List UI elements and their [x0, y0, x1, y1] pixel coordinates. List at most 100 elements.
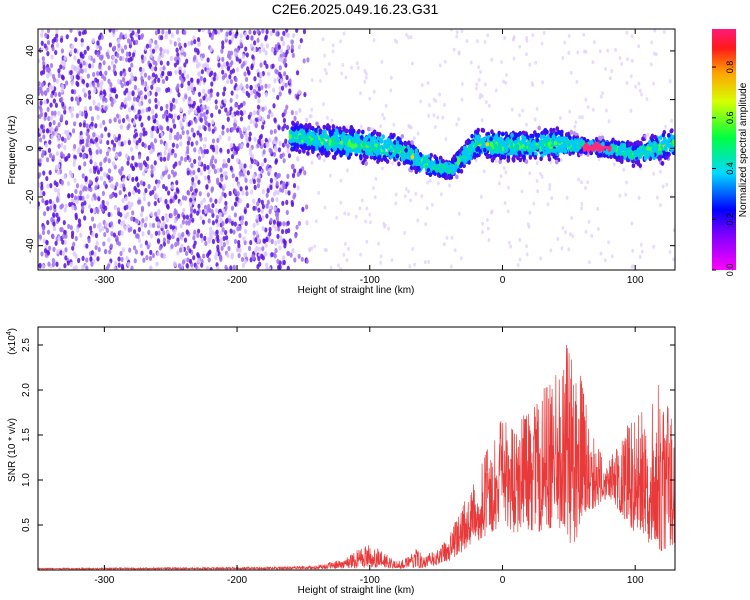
spectrogram-cell	[101, 190, 105, 196]
spectrogram-cell	[205, 109, 209, 115]
spectrogram-cell	[130, 216, 134, 222]
spectrogram-cell	[149, 52, 153, 59]
spectrogram-cell	[40, 90, 44, 96]
spectrogram-cell	[584, 185, 587, 190]
spectrogram-cell	[547, 156, 552, 162]
spectrogram-cell	[387, 226, 390, 231]
spectrogram-cell	[83, 161, 87, 167]
spectrogram-cell	[403, 230, 406, 235]
spectrogram-cell	[215, 207, 219, 214]
spectrogram-cell	[112, 64, 117, 70]
spectrogram-cell	[310, 78, 314, 83]
spectrogram-cell	[147, 75, 151, 81]
spectrogram-cell	[46, 87, 50, 93]
spectrogram-cell	[124, 196, 128, 202]
spectrogram-cell	[646, 132, 650, 137]
spectrogram-cell	[216, 265, 220, 270]
spectrogram-cell	[148, 255, 153, 261]
spectrogram-cell	[75, 183, 80, 189]
spectrogram-cell	[54, 240, 58, 246]
spectrogram-cell	[339, 178, 343, 183]
spectrogram-cell	[411, 247, 415, 252]
spectrogram-cell	[256, 142, 260, 149]
spectrogram-cell	[99, 149, 103, 155]
spectrogram-cell	[151, 48, 156, 54]
spectrogram-cell	[130, 201, 134, 207]
spectrogram-cell	[38, 137, 43, 143]
spectrogram-cell	[368, 96, 372, 101]
spectrogram-cell	[339, 200, 343, 205]
spectrogram-cell	[325, 71, 328, 76]
spectrogram-cell	[183, 62, 187, 68]
spectrogram-cell	[142, 196, 147, 202]
spectrogram-cell	[38, 81, 41, 87]
spectrogram-cell	[148, 62, 152, 69]
spectrogram-cell	[403, 194, 407, 199]
spectrogram-cell	[129, 56, 133, 62]
spectrogram-cell	[90, 121, 94, 127]
spectrogram-cell	[291, 127, 296, 133]
spectrogram-cell	[42, 170, 46, 176]
spectrogram-cell	[228, 54, 232, 61]
spectrogram-cell	[322, 124, 327, 130]
spectrogram-cell	[279, 49, 283, 55]
spectrogram-cell	[183, 51, 187, 57]
spectrogram-cell	[653, 29, 657, 33]
spectrogram-cell	[80, 184, 84, 190]
spectrogram-cell	[140, 222, 144, 228]
spectrogram-cell	[173, 261, 177, 268]
spectrogram-cell	[198, 191, 202, 197]
spectrogram-cell	[135, 39, 139, 45]
spectrogram-cell	[528, 171, 532, 176]
spectrogram-cell	[233, 150, 237, 156]
spectrogram-cell	[625, 180, 629, 185]
spectrogram-cell	[242, 236, 246, 242]
spectrogram-cell	[123, 225, 127, 231]
spectrogram-cell	[99, 175, 104, 181]
spectrogram-cell	[57, 121, 61, 128]
spectrogram-cell	[609, 154, 613, 160]
spectrogram-cell	[173, 123, 177, 129]
spectrogram-cell	[115, 181, 119, 187]
spectrogram-cell	[205, 63, 210, 69]
spectrogram-cell	[247, 245, 252, 251]
spectrogram-cell	[322, 158, 326, 163]
spectrogram-cell	[273, 253, 277, 259]
spectrogram-cell	[230, 126, 234, 133]
spectrogram-cell	[253, 184, 257, 190]
spectrogram-cell	[518, 237, 522, 242]
spectrogram-cell	[171, 142, 176, 148]
spectrogram-cell	[293, 192, 297, 198]
spectrogram-cell	[40, 29, 45, 33]
spectrogram-cell	[135, 233, 140, 239]
spectrogram-cell	[197, 167, 201, 173]
spectrogram-cell	[599, 251, 603, 256]
spectrogram-cell	[79, 51, 83, 57]
spectrogram-cell	[257, 256, 261, 262]
spectrogram-cell	[159, 105, 164, 112]
spectrogram-cell	[409, 160, 414, 165]
spectrogram-cell	[434, 156, 439, 162]
spectrogram-cell	[197, 108, 201, 114]
spectrogram-cell	[225, 239, 230, 245]
spectrogram-cell	[79, 190, 83, 196]
spectrogram-cell	[292, 183, 297, 189]
spectrogram-cell	[114, 58, 118, 64]
spectrogram-cell	[107, 174, 111, 180]
spectrogram-cell	[614, 48, 618, 53]
spectrogram-cell	[315, 121, 319, 127]
spectrogram-cell	[149, 149, 153, 155]
spectrogram-cell	[291, 172, 296, 179]
spectrogram-cell	[79, 134, 84, 140]
spectrogram-cell	[191, 194, 195, 200]
spectrogram-cell	[235, 110, 239, 116]
spectrogram-cell	[409, 35, 413, 40]
spectrogram-cell	[93, 88, 97, 94]
spectrogram-cell	[113, 117, 117, 123]
spectrogram-cell	[119, 250, 123, 257]
spectrogram-cell	[61, 75, 65, 81]
spectrogram-cell	[128, 66, 132, 73]
spectrogram-cell	[103, 157, 107, 164]
spectrogram-cell	[267, 83, 271, 89]
spectrogram-cell	[668, 79, 672, 84]
